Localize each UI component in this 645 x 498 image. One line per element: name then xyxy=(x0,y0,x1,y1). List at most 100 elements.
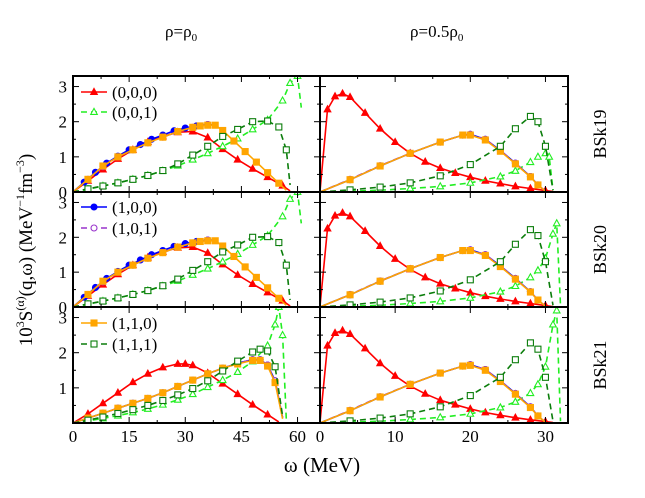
data-point xyxy=(90,340,98,348)
data-point xyxy=(264,284,272,292)
data-point xyxy=(466,361,474,369)
data-point xyxy=(90,319,98,327)
series-(1,1,0) xyxy=(73,356,284,423)
data-point xyxy=(219,126,227,135)
data-point xyxy=(173,395,183,403)
data-point xyxy=(204,121,212,129)
legend-label: (0,0,0) xyxy=(112,83,157,102)
data-point xyxy=(158,399,168,408)
series-(0,0,0) xyxy=(320,325,554,423)
label-superscript: −1 xyxy=(13,194,27,207)
x-axis-label: ω (MeV) xyxy=(284,453,360,477)
y-tick-label: 2 xyxy=(59,113,68,132)
data-point xyxy=(275,238,283,247)
series-line xyxy=(73,246,291,307)
data-point xyxy=(338,208,347,216)
data-point xyxy=(526,272,535,281)
data-point xyxy=(204,377,212,385)
data-point xyxy=(466,131,474,139)
data-point xyxy=(264,117,272,125)
y-tick-label: 2 xyxy=(59,228,68,247)
data-point xyxy=(128,377,138,386)
y-axis-label: 103S(α)(q,ω) (MeV−1fm−3) xyxy=(13,154,37,346)
data-point xyxy=(90,224,98,232)
data-point xyxy=(188,360,197,369)
data-point xyxy=(188,242,197,251)
data-point xyxy=(203,263,212,272)
chart-panel-1: 1 2 3 xyxy=(59,75,321,193)
data-point xyxy=(496,178,505,187)
data-point xyxy=(526,288,534,296)
data-point xyxy=(263,340,272,349)
data-point xyxy=(420,389,430,397)
series-(1,1,0) xyxy=(320,246,547,307)
label-text: ) xyxy=(16,154,37,160)
data-point xyxy=(330,210,340,219)
data-point xyxy=(264,169,272,177)
label-superscript: −3 xyxy=(13,160,27,173)
data-point xyxy=(405,298,415,307)
series-line xyxy=(73,363,280,423)
data-point xyxy=(99,297,107,305)
data-point xyxy=(114,409,122,418)
panel-frame xyxy=(319,306,569,424)
data-point xyxy=(218,256,227,265)
data-point xyxy=(129,175,137,183)
data-point xyxy=(534,118,542,126)
data-point xyxy=(174,127,182,136)
data-point xyxy=(144,394,152,402)
data-point xyxy=(511,296,520,305)
data-point xyxy=(173,359,183,367)
data-point xyxy=(159,249,167,257)
data-point xyxy=(466,161,474,169)
data-point xyxy=(188,154,197,163)
data-point xyxy=(233,389,242,398)
data-point xyxy=(263,409,272,418)
data-point xyxy=(159,282,167,290)
y-tick-label: 2 xyxy=(59,344,68,363)
data-point xyxy=(129,406,137,414)
plot-area xyxy=(73,192,303,307)
series-line xyxy=(320,342,554,423)
data-point xyxy=(541,373,550,381)
data-point xyxy=(406,179,414,187)
data-point xyxy=(174,391,182,399)
col-title-half-rho0: ρ=0.5ρ0 xyxy=(410,22,464,44)
data-point xyxy=(188,270,197,278)
axis-ticks xyxy=(72,307,320,423)
data-point xyxy=(264,347,272,355)
data-point xyxy=(144,254,152,262)
data-point xyxy=(248,164,257,172)
series-(1,0,0) xyxy=(320,361,547,423)
data-point xyxy=(323,223,332,232)
data-point xyxy=(234,241,242,249)
data-point xyxy=(466,178,475,186)
data-point xyxy=(451,168,460,176)
legend: (0,0,0)(0,0,1) (1,0,0) (1,0,1) (1,1,0) (1,1,… xyxy=(81,83,157,354)
data-point xyxy=(129,290,137,299)
x-tick-label: 30 xyxy=(537,427,554,446)
data-point xyxy=(114,268,122,276)
label-superscript: 3 xyxy=(13,321,27,327)
data-point xyxy=(196,237,204,246)
legend-entry: (1,0,1) xyxy=(81,219,157,238)
data-point xyxy=(129,399,137,407)
data-point xyxy=(248,240,257,248)
data-point xyxy=(466,392,474,400)
series-(0,0,1) xyxy=(320,307,562,423)
data-point xyxy=(459,246,467,255)
y-tick-label: 1 xyxy=(59,263,68,282)
data-point xyxy=(511,275,519,283)
data-point xyxy=(248,399,257,408)
y-tick-label: 3 xyxy=(59,193,68,212)
data-point xyxy=(496,171,505,180)
x-tick-label: 0 xyxy=(69,427,78,446)
data-point xyxy=(405,183,415,192)
data-point xyxy=(496,142,504,150)
data-point xyxy=(230,252,238,261)
legend-label: (1,0,1) xyxy=(112,219,157,238)
data-point xyxy=(376,298,384,306)
data-point xyxy=(338,325,347,334)
